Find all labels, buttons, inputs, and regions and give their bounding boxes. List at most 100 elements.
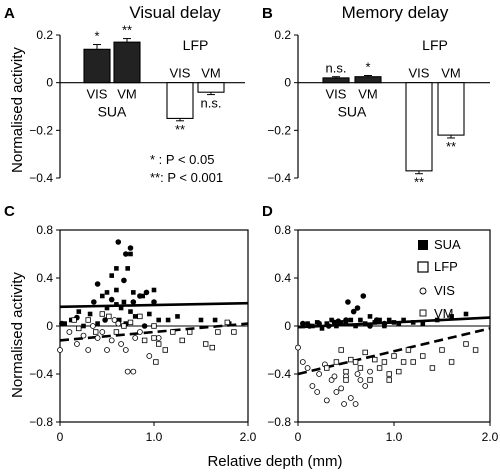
panel-d-point-lfp — [354, 371, 361, 377]
panel-c-point-sua — [130, 299, 137, 305]
panel-d-point-lfp — [314, 389, 321, 395]
panel-d-point-sua — [449, 314, 454, 319]
panel-d-point-lfp — [323, 397, 330, 404]
panel-c-y-tick-label: 0.4 — [36, 271, 53, 285]
panel-c-point-sua — [175, 314, 180, 319]
panel-c-point-sua — [59, 320, 65, 327]
panel-d-point-sua — [381, 320, 388, 327]
panel-c-point-sua — [128, 251, 133, 257]
panel-c-point-sua — [116, 317, 122, 323]
panel-d-point-lfp — [338, 385, 345, 392]
panel-c-point-lfp — [99, 329, 106, 335]
panel-d-point-sua — [367, 314, 373, 319]
panel-d-point-lfp — [472, 347, 479, 353]
panel-d-point-sua — [331, 319, 338, 326]
panel-c-point-lfp — [151, 323, 157, 329]
panel-d-point-lfp — [405, 347, 412, 353]
legend-marker-lfp — [417, 261, 429, 273]
panel-d-point-sua — [353, 323, 358, 329]
panel-c-point-lfp — [121, 323, 127, 329]
panel-c-point-lfp — [111, 317, 118, 323]
panel-b-bar-sua-vm — [354, 76, 382, 84]
panel-a-sig-label: n.s. — [201, 96, 222, 111]
panel-c-point-sua — [114, 266, 119, 271]
panel-d-point-lfp — [299, 359, 306, 365]
panel-c-point-lfp — [66, 329, 73, 335]
legend-label-vis: VIS — [434, 283, 455, 298]
panel-c-y-tick-label: 0.8 — [36, 223, 53, 237]
panel-c-point-sua — [109, 273, 114, 278]
panel-d-point-sua — [367, 323, 373, 329]
panel-c-point-lfp — [106, 313, 112, 320]
panel-d-point-sua — [420, 321, 426, 326]
panel-d-point-lfp — [343, 377, 349, 383]
panel-d-y-tick-label: 0.8 — [274, 223, 291, 237]
panel-c-scatter-plot: 0.8 0.4 0 −0.4 −0.8 0 1.0 2.0 — [29, 223, 256, 444]
panel-d-point-sua — [300, 320, 306, 327]
panel-d-point-sua — [377, 317, 382, 323]
panel-b-bar-label: VM — [441, 66, 461, 81]
panel-b-sig-label: ** — [446, 139, 456, 154]
panel-d-point-lfp — [463, 341, 469, 347]
panel-d-point-lfp — [420, 353, 426, 359]
panel-d-point-lfp — [348, 356, 354, 363]
panel-c-point-lfp — [209, 344, 215, 351]
panel-d-point-lfp — [429, 365, 436, 371]
panel-d-point-sua — [343, 321, 349, 326]
panel-d-x-tick-label: 2.0 — [482, 430, 499, 444]
panel-d-point-lfp — [391, 353, 397, 359]
panel-c-point-lfp — [136, 329, 143, 335]
panel-d-point-lfp — [331, 373, 338, 380]
panel-c-point-sua — [128, 309, 133, 314]
panel-c-point-sua — [114, 302, 119, 307]
panel-a-y-tick-label: 0 — [46, 76, 53, 90]
panel-c-point-lfp — [90, 323, 96, 329]
panel-b-y-tick-label: −0.2 — [267, 123, 291, 137]
legend-label-lfp: LFP — [434, 259, 458, 274]
panel-a-y-tick-label: −0.4 — [29, 171, 53, 185]
panel-c-point-lfp — [57, 347, 63, 353]
panel-c-point-sua — [118, 305, 124, 311]
legend-label-sua: SUA — [434, 237, 461, 252]
panel-a-bar-sua-vis — [83, 48, 111, 84]
panel-c-point-lfp — [122, 347, 129, 353]
panel-c-point-lfp — [85, 317, 91, 323]
panel-c-point-sua — [165, 317, 171, 323]
panel-d-point-sua — [316, 320, 322, 327]
panel-c-point-lfp — [80, 332, 87, 339]
panel-d-point-lfp — [376, 365, 383, 371]
panel-d-point-sua — [386, 317, 392, 323]
panel-d-point-sua — [410, 320, 416, 325]
sig-legend-one-star: * : P < 0.05 — [150, 152, 214, 167]
panel-c-point-sua — [100, 293, 105, 299]
panel-c-point-sua — [95, 321, 100, 326]
panel-c-point-lfp — [130, 368, 137, 375]
panel-d-point-sua — [360, 293, 367, 299]
panel-c-x-tick-label: 1.0 — [146, 430, 163, 444]
panel-letter-d: D — [262, 203, 273, 220]
panel-a-sig-label: * — [94, 29, 99, 44]
panel-c-point-sua — [87, 311, 93, 317]
panel-d-point-lfp — [357, 377, 364, 383]
panel-c-point-sua — [212, 317, 218, 323]
panel-a-bar-sua-vm — [113, 41, 141, 84]
panel-d-point-lfp — [372, 356, 378, 363]
panel-d-point-sua — [396, 321, 402, 326]
panel-c-point-lfp — [71, 317, 77, 323]
panel-letter-b: B — [262, 5, 273, 22]
panel-b-bar-label: VIS — [326, 87, 347, 102]
panel-a-bar-chart: 0.2 0 −0.2 −0.4 * VIS ** VM ** VIS n.s. VM SUA LFP — [29, 23, 245, 185]
panel-d-point-lfp — [386, 377, 392, 383]
panel-c-point-lfp — [187, 329, 193, 335]
panel-c-point-lfp — [155, 341, 162, 347]
panel-d-point-sua — [345, 299, 351, 305]
panel-d-point-lfp — [324, 365, 330, 371]
panel-c-point-sua — [123, 251, 129, 257]
panel-d-point-lfp — [304, 365, 311, 371]
panel-d-point-lfp — [357, 365, 364, 371]
panel-c-point-lfp — [141, 337, 148, 344]
panel-d-point-lfp — [338, 347, 344, 353]
legend-marker-vm — [419, 309, 427, 317]
panel-c-y-tick-label: −0.4 — [29, 367, 53, 381]
